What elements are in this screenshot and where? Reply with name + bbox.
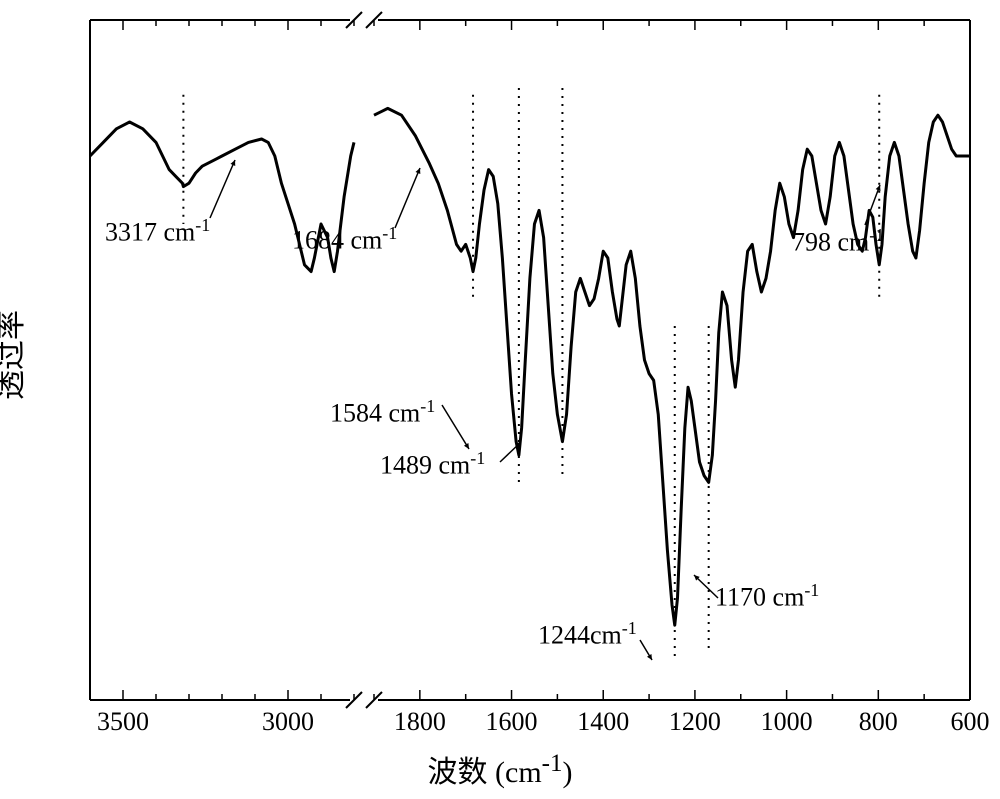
svg-text:600: 600: [951, 707, 990, 736]
peak-annotation: 1489 cm-1: [380, 448, 485, 481]
svg-text:800: 800: [859, 707, 898, 736]
svg-text:1400: 1400: [577, 707, 629, 736]
x-axis-label: 波数 (cm-1): [0, 747, 1000, 791]
svg-text:3500: 3500: [97, 707, 149, 736]
svg-text:1000: 1000: [761, 707, 813, 736]
svg-text:1600: 1600: [486, 707, 538, 736]
peak-annotation: 1244cm-1: [538, 618, 637, 651]
ir-spectrum-chart: 3500 3000 1800 1600 1400 1200 1000 800 600: [0, 0, 1000, 799]
svg-text:3000: 3000: [262, 707, 314, 736]
peak-annotation: 798 cm-1: [792, 225, 884, 258]
peak-annotation: 3317 cm-1: [105, 215, 210, 248]
y-axis-label: 透过率: [0, 310, 30, 400]
svg-text:1200: 1200: [669, 707, 721, 736]
svg-text:1800: 1800: [394, 707, 446, 736]
peak-annotation: 1684 cm-1: [292, 223, 397, 256]
peak-annotation: 1170 cm-1: [715, 580, 819, 613]
peak-annotation: 1584 cm-1: [330, 396, 435, 429]
